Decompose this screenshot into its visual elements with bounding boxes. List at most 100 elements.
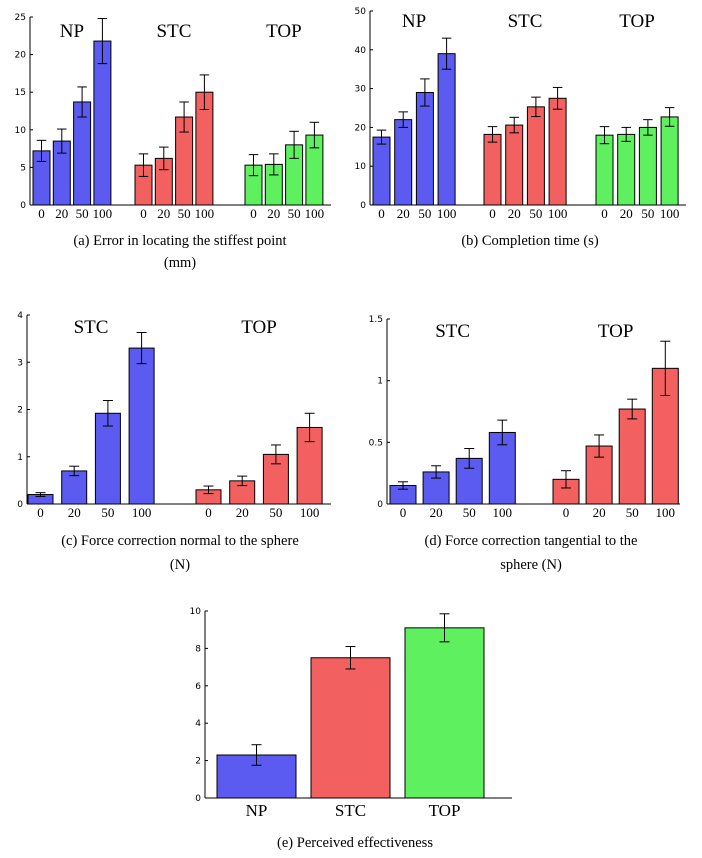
group-label: STC bbox=[74, 317, 109, 338]
bar bbox=[310, 657, 391, 799]
x-tick-label: 50 bbox=[463, 505, 476, 520]
chart-a: 0 5 10 15 20 25 0 20 50 100 NP 0 20 50 100 STC 0 20 50 100 T… bbox=[15, 13, 331, 271]
y-tick-label: 40 bbox=[355, 46, 367, 56]
bar bbox=[660, 116, 679, 206]
caption: (mm) bbox=[164, 255, 196, 271]
x-tick-label: 20 bbox=[593, 505, 606, 520]
bar bbox=[404, 627, 485, 799]
caption: (e) Perceived effectiveness bbox=[277, 835, 433, 851]
y-tick-label: 5 bbox=[20, 163, 26, 173]
caption: (b) Completion time (s) bbox=[461, 233, 598, 249]
x-tick-label: 20 bbox=[55, 206, 68, 221]
group-label: TOP bbox=[241, 317, 277, 338]
y-tick-label: 0 bbox=[17, 500, 23, 510]
y-tick-label: 4 bbox=[195, 719, 201, 729]
x-tick-label: 50 bbox=[101, 505, 114, 520]
group-label: TOP bbox=[598, 321, 634, 342]
y-tick-label: 1 bbox=[17, 453, 23, 463]
x-tick-label: 20 bbox=[236, 505, 249, 520]
x-tick-label: 50 bbox=[288, 206, 301, 221]
x-tick-label: 0 bbox=[601, 206, 608, 221]
y-tick-label: 10 bbox=[355, 162, 367, 172]
caption: (c) Force correction normal to the spher… bbox=[61, 533, 299, 549]
y-tick-label: 1.5 bbox=[369, 315, 383, 325]
x-tick-label: 100 bbox=[305, 206, 325, 221]
x-tick-label: 100 bbox=[656, 505, 676, 520]
caption: (a) Error in locating the stiffest point bbox=[73, 233, 286, 249]
y-tick-label: 0 bbox=[20, 201, 26, 211]
y-tick-label: 2 bbox=[17, 406, 23, 416]
bar bbox=[505, 124, 524, 206]
x-tick-label: 0 bbox=[140, 206, 147, 221]
x-tick-label: 20 bbox=[508, 206, 521, 221]
y-tick-label: 2 bbox=[195, 757, 201, 767]
bar bbox=[372, 136, 391, 206]
x-tick-label: 0 bbox=[37, 505, 44, 520]
y-tick-label: 10 bbox=[190, 607, 202, 617]
group-label: STC bbox=[508, 11, 543, 32]
bar bbox=[617, 133, 636, 206]
y-tick-label: 1 bbox=[377, 377, 383, 387]
y-tick-label: 3 bbox=[17, 358, 23, 368]
x-tick-label: 100 bbox=[493, 505, 513, 520]
group-label: TOP bbox=[266, 21, 302, 42]
bar bbox=[548, 97, 567, 206]
caption: (d) Force correction tangential to the bbox=[425, 533, 638, 549]
bar bbox=[61, 470, 88, 505]
group-label: STC bbox=[435, 321, 470, 342]
bar bbox=[93, 40, 112, 206]
y-tick-label: 0 bbox=[360, 201, 366, 211]
x-tick-label: 50 bbox=[269, 505, 282, 520]
x-tick-label: 0 bbox=[378, 206, 385, 221]
y-tick-label: 10 bbox=[15, 126, 27, 136]
x-tick-label: 50 bbox=[76, 206, 89, 221]
chart-c: 0 1 2 3 4 0 20 50 100 STC 0 20 50 100 TOP (c) Force cor… bbox=[17, 311, 331, 573]
y-tick-label: 50 bbox=[355, 7, 367, 17]
x-tick-label: 50 bbox=[529, 206, 542, 221]
x-tick-label: 0 bbox=[38, 206, 45, 221]
bar bbox=[618, 408, 646, 505]
x-tick-label: 20 bbox=[68, 505, 81, 520]
bar bbox=[437, 53, 456, 206]
group-label: NP bbox=[60, 21, 84, 42]
bar bbox=[595, 134, 614, 206]
x-tick-label: 50 bbox=[418, 206, 431, 221]
group-label: NP bbox=[402, 11, 426, 32]
chart-b: 0 10 20 30 40 50 0 20 50 100 NP 0 20 50 100 STC 0 20 50 100… bbox=[355, 7, 686, 249]
bar bbox=[483, 133, 502, 206]
x-tick-label: 0 bbox=[400, 505, 407, 520]
bar bbox=[526, 106, 545, 206]
x-tick-label: 0 bbox=[489, 206, 496, 221]
bar bbox=[94, 412, 121, 505]
chart-e: 0 2 4 6 8 10 NP STC TOP (e) Perceived effectivene… bbox=[190, 607, 512, 851]
x-tick-label: STC bbox=[335, 801, 366, 820]
y-tick-label: 25 bbox=[15, 13, 26, 23]
y-tick-label: 0 bbox=[195, 794, 201, 804]
x-tick-label: 20 bbox=[397, 206, 410, 221]
caption: sphere (N) bbox=[500, 557, 562, 573]
x-tick-label: 100 bbox=[195, 206, 215, 221]
y-tick-label: 20 bbox=[15, 51, 27, 61]
bar bbox=[415, 91, 434, 206]
x-tick-label: 50 bbox=[641, 206, 654, 221]
x-tick-label: 20 bbox=[157, 206, 170, 221]
x-tick-label: TOP bbox=[429, 801, 461, 820]
y-tick-label: 15 bbox=[15, 88, 26, 98]
x-tick-label: 100 bbox=[437, 206, 457, 221]
x-tick-label: 20 bbox=[430, 505, 443, 520]
x-tick-label: 100 bbox=[132, 505, 152, 520]
bar bbox=[128, 347, 155, 505]
x-tick-label: 20 bbox=[267, 206, 280, 221]
x-tick-label: 50 bbox=[178, 206, 191, 221]
bar bbox=[394, 119, 413, 206]
x-tick-label: 0 bbox=[250, 206, 257, 221]
y-tick-label: 0 bbox=[377, 500, 383, 510]
y-tick-label: 0.5 bbox=[369, 438, 383, 448]
y-tick-label: 4 bbox=[17, 311, 23, 321]
chart-d: 0 0.5 1 1.5 0 20 50 100 STC 0 20 50 100 TOP (d) Force … bbox=[369, 315, 680, 573]
x-tick-label: 100 bbox=[93, 206, 113, 221]
x-tick-label: 0 bbox=[205, 505, 212, 520]
x-tick-label: 100 bbox=[660, 206, 680, 221]
group-label: TOP bbox=[619, 11, 655, 32]
